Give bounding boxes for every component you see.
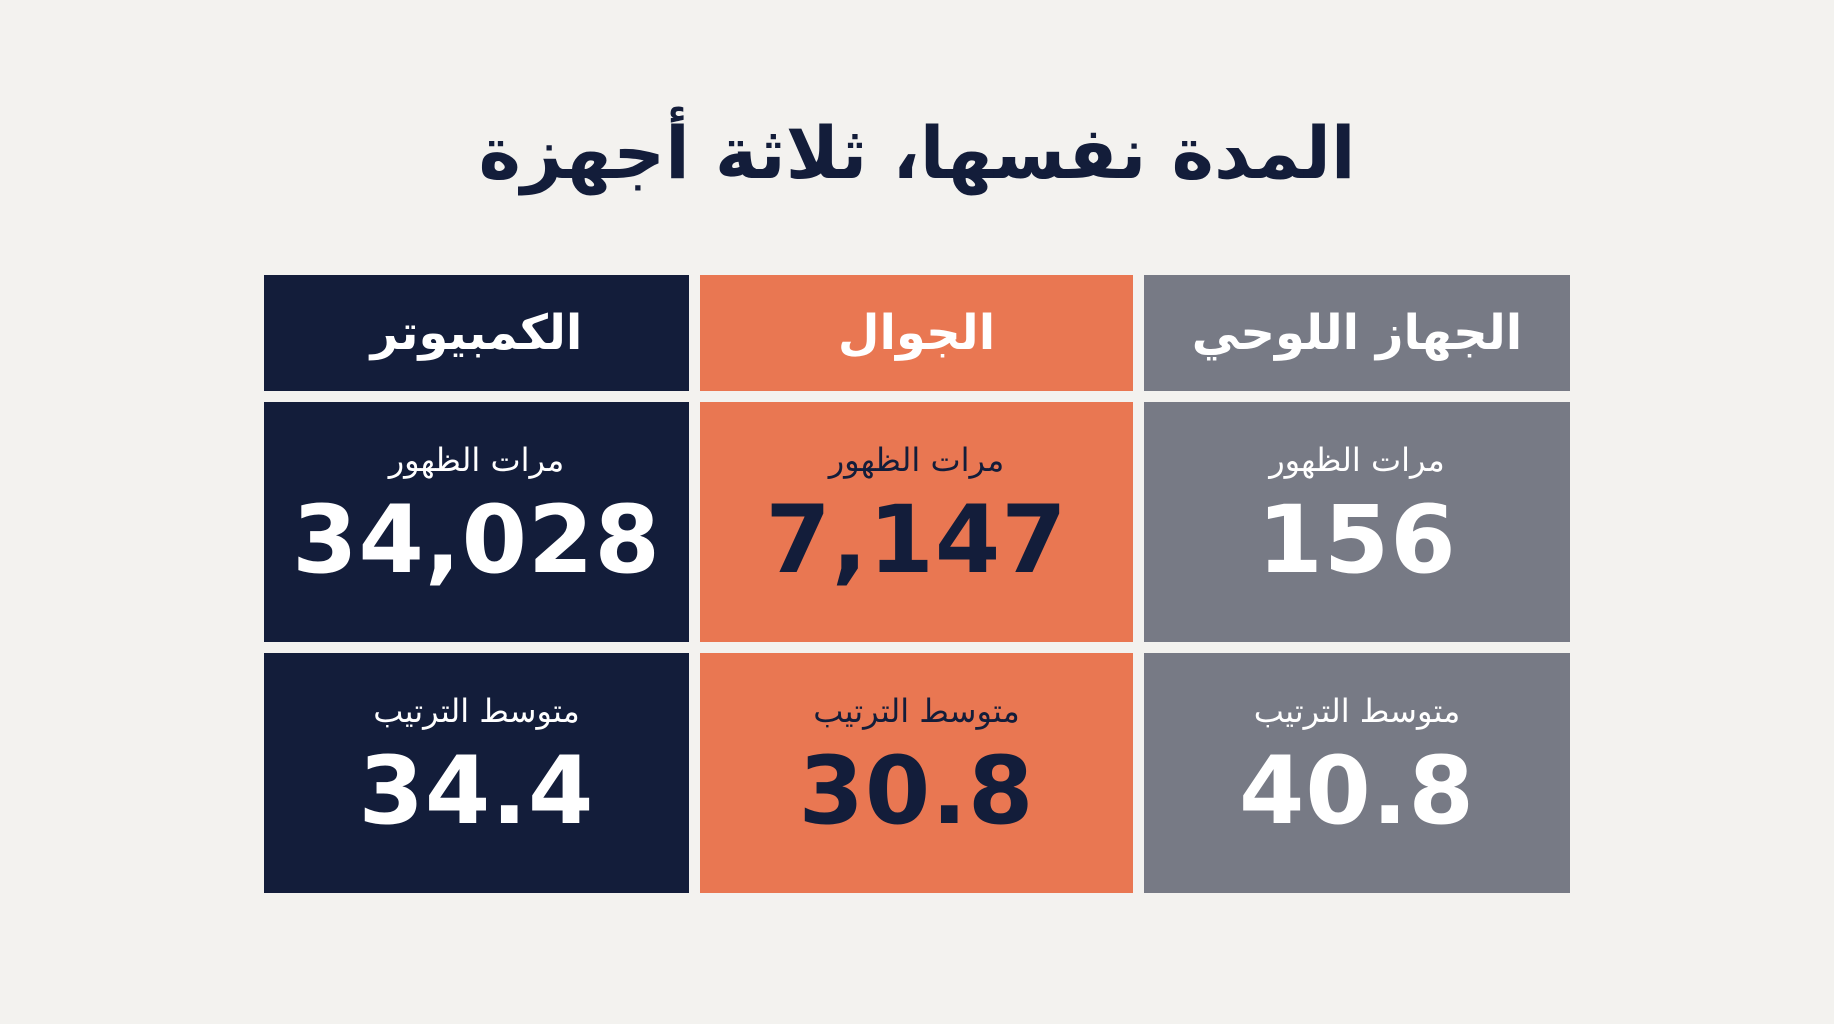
appearances-card-desktop: مرات الظهور 34,028 xyxy=(264,402,689,642)
header-mobile: الجوال xyxy=(700,275,1133,391)
avg-rank-label: متوسط الترتيب xyxy=(813,692,1020,730)
page-title: المدة نفسها، ثلاثة أجهزة xyxy=(478,111,1356,195)
device-comparison-grid: الكمبيوتر الجوال الجهاز اللوحي مرات الظه… xyxy=(264,275,1570,893)
avg-rank-label: متوسط الترتيب xyxy=(373,692,580,730)
appearances-card-tablet: مرات الظهور 156 xyxy=(1144,402,1570,642)
avg-rank-label: متوسط الترتيب xyxy=(1253,692,1461,730)
avg-rank-value: 40.8 xyxy=(1239,737,1475,846)
appearances-card-mobile: مرات الظهور 7,147 xyxy=(700,402,1133,642)
header-tablet: الجهاز اللوحي xyxy=(1144,275,1570,391)
appearances-value: 7,147 xyxy=(765,486,1068,595)
appearances-label: مرات الظهور xyxy=(1269,441,1445,479)
avg-rank-card-tablet: متوسط الترتيب 40.8 xyxy=(1144,653,1570,893)
appearances-label: مرات الظهور xyxy=(828,441,1005,479)
appearances-value: 34,028 xyxy=(292,486,661,595)
avg-rank-card-mobile: متوسط الترتيب 30.8 xyxy=(700,653,1133,893)
header-desktop: الكمبيوتر xyxy=(264,275,689,391)
avg-rank-value: 30.8 xyxy=(798,737,1035,846)
avg-rank-card-desktop: متوسط الترتيب 34.4 xyxy=(264,653,689,893)
appearances-value: 156 xyxy=(1257,486,1457,595)
appearances-label: مرات الظهور xyxy=(388,441,565,479)
avg-rank-value: 34.4 xyxy=(358,737,595,846)
